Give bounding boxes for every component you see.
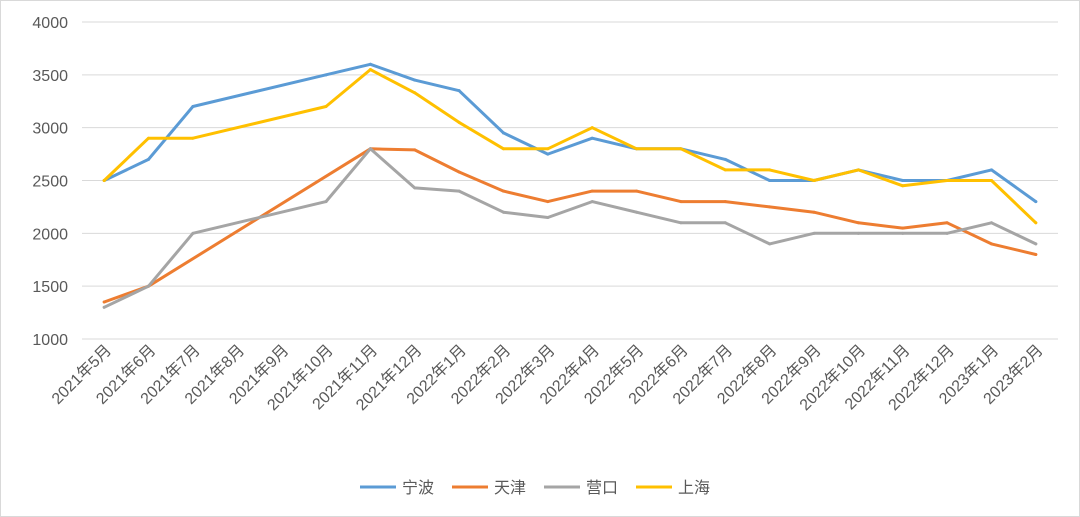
y-tick-label: 1000 [32,332,68,349]
data-point [368,147,372,151]
legend-label: 宁波 [402,478,434,497]
data-point [191,105,195,109]
data-point [723,200,727,204]
data-point [989,242,993,246]
data-point [546,200,550,204]
data-point [368,68,372,72]
data-point [768,242,772,246]
data-point [546,215,550,219]
data-point [989,221,993,225]
data-point [501,131,505,135]
data-point [147,284,151,288]
data-point [1034,252,1038,256]
data-point [812,179,816,182]
data-point [723,221,727,225]
y-axis-ticks: 1000 1500 2000 2500 3000 3500 4000 [32,15,68,349]
data-point [1034,200,1038,204]
legend-item: 天津 [452,478,526,497]
legend-label: 天津 [494,478,526,497]
data-point [945,231,949,235]
data-point [856,168,860,172]
data-point [989,168,993,172]
legend: 宁波 天津 营口 上海 [360,478,710,497]
data-point [856,221,860,225]
data-point [1034,242,1038,246]
data-point [901,231,905,235]
data-point [102,300,106,304]
data-point [679,200,683,204]
gridlines [82,21,1058,340]
data-point [723,168,727,172]
data-point [679,147,683,151]
data-point [546,147,550,151]
data-point [324,73,328,77]
series-line-1 [102,147,1038,304]
series-lines [102,62,1038,309]
data-point [768,205,772,209]
data-point [147,157,151,161]
data-point [590,200,594,204]
y-tick-label: 2500 [32,174,68,191]
y-tick-label: 2000 [32,226,68,243]
series-line-3 [102,68,1038,225]
data-point [590,136,594,140]
data-point [102,305,106,309]
data-point [901,226,905,230]
data-point [812,210,816,214]
data-point [501,147,505,151]
data-point [856,231,860,235]
data-point [501,210,505,214]
data-point [723,157,727,161]
legend-item: 宁波 [360,478,434,497]
data-point [457,120,461,124]
data-point [635,210,639,214]
data-point [457,170,461,174]
data-point [457,89,461,93]
data-point [413,186,417,190]
data-point [590,189,594,193]
y-tick-label: 3000 [32,121,68,138]
legend-item: 营口 [544,478,618,497]
data-point [324,105,328,109]
data-point [102,179,106,182]
series-line-2 [102,147,1038,309]
data-point [191,136,195,140]
data-point [147,136,151,140]
y-tick-label: 1500 [32,279,68,296]
data-point [635,189,639,193]
data-point [812,231,816,235]
data-point [324,200,328,204]
data-point [368,62,372,66]
data-point [191,231,195,235]
data-point [901,184,905,188]
data-point [413,78,417,82]
legend-label: 上海 [678,478,710,497]
data-point [413,91,417,95]
data-point [901,179,905,182]
data-point [590,126,594,130]
y-tick-label: 4000 [32,15,68,32]
data-point [768,168,772,172]
data-point [501,189,505,193]
data-point [457,189,461,193]
data-point [679,221,683,225]
data-point [945,221,949,225]
series-line-0 [102,62,1038,204]
data-point [945,179,949,182]
data-point [635,147,639,151]
data-point [546,152,550,156]
legend-item: 上海 [636,478,710,497]
data-point [413,148,417,152]
data-point [989,179,993,182]
data-point [768,179,772,182]
y-tick-label: 3500 [32,68,68,85]
legend-label: 营口 [586,478,618,497]
data-point [1034,221,1038,225]
